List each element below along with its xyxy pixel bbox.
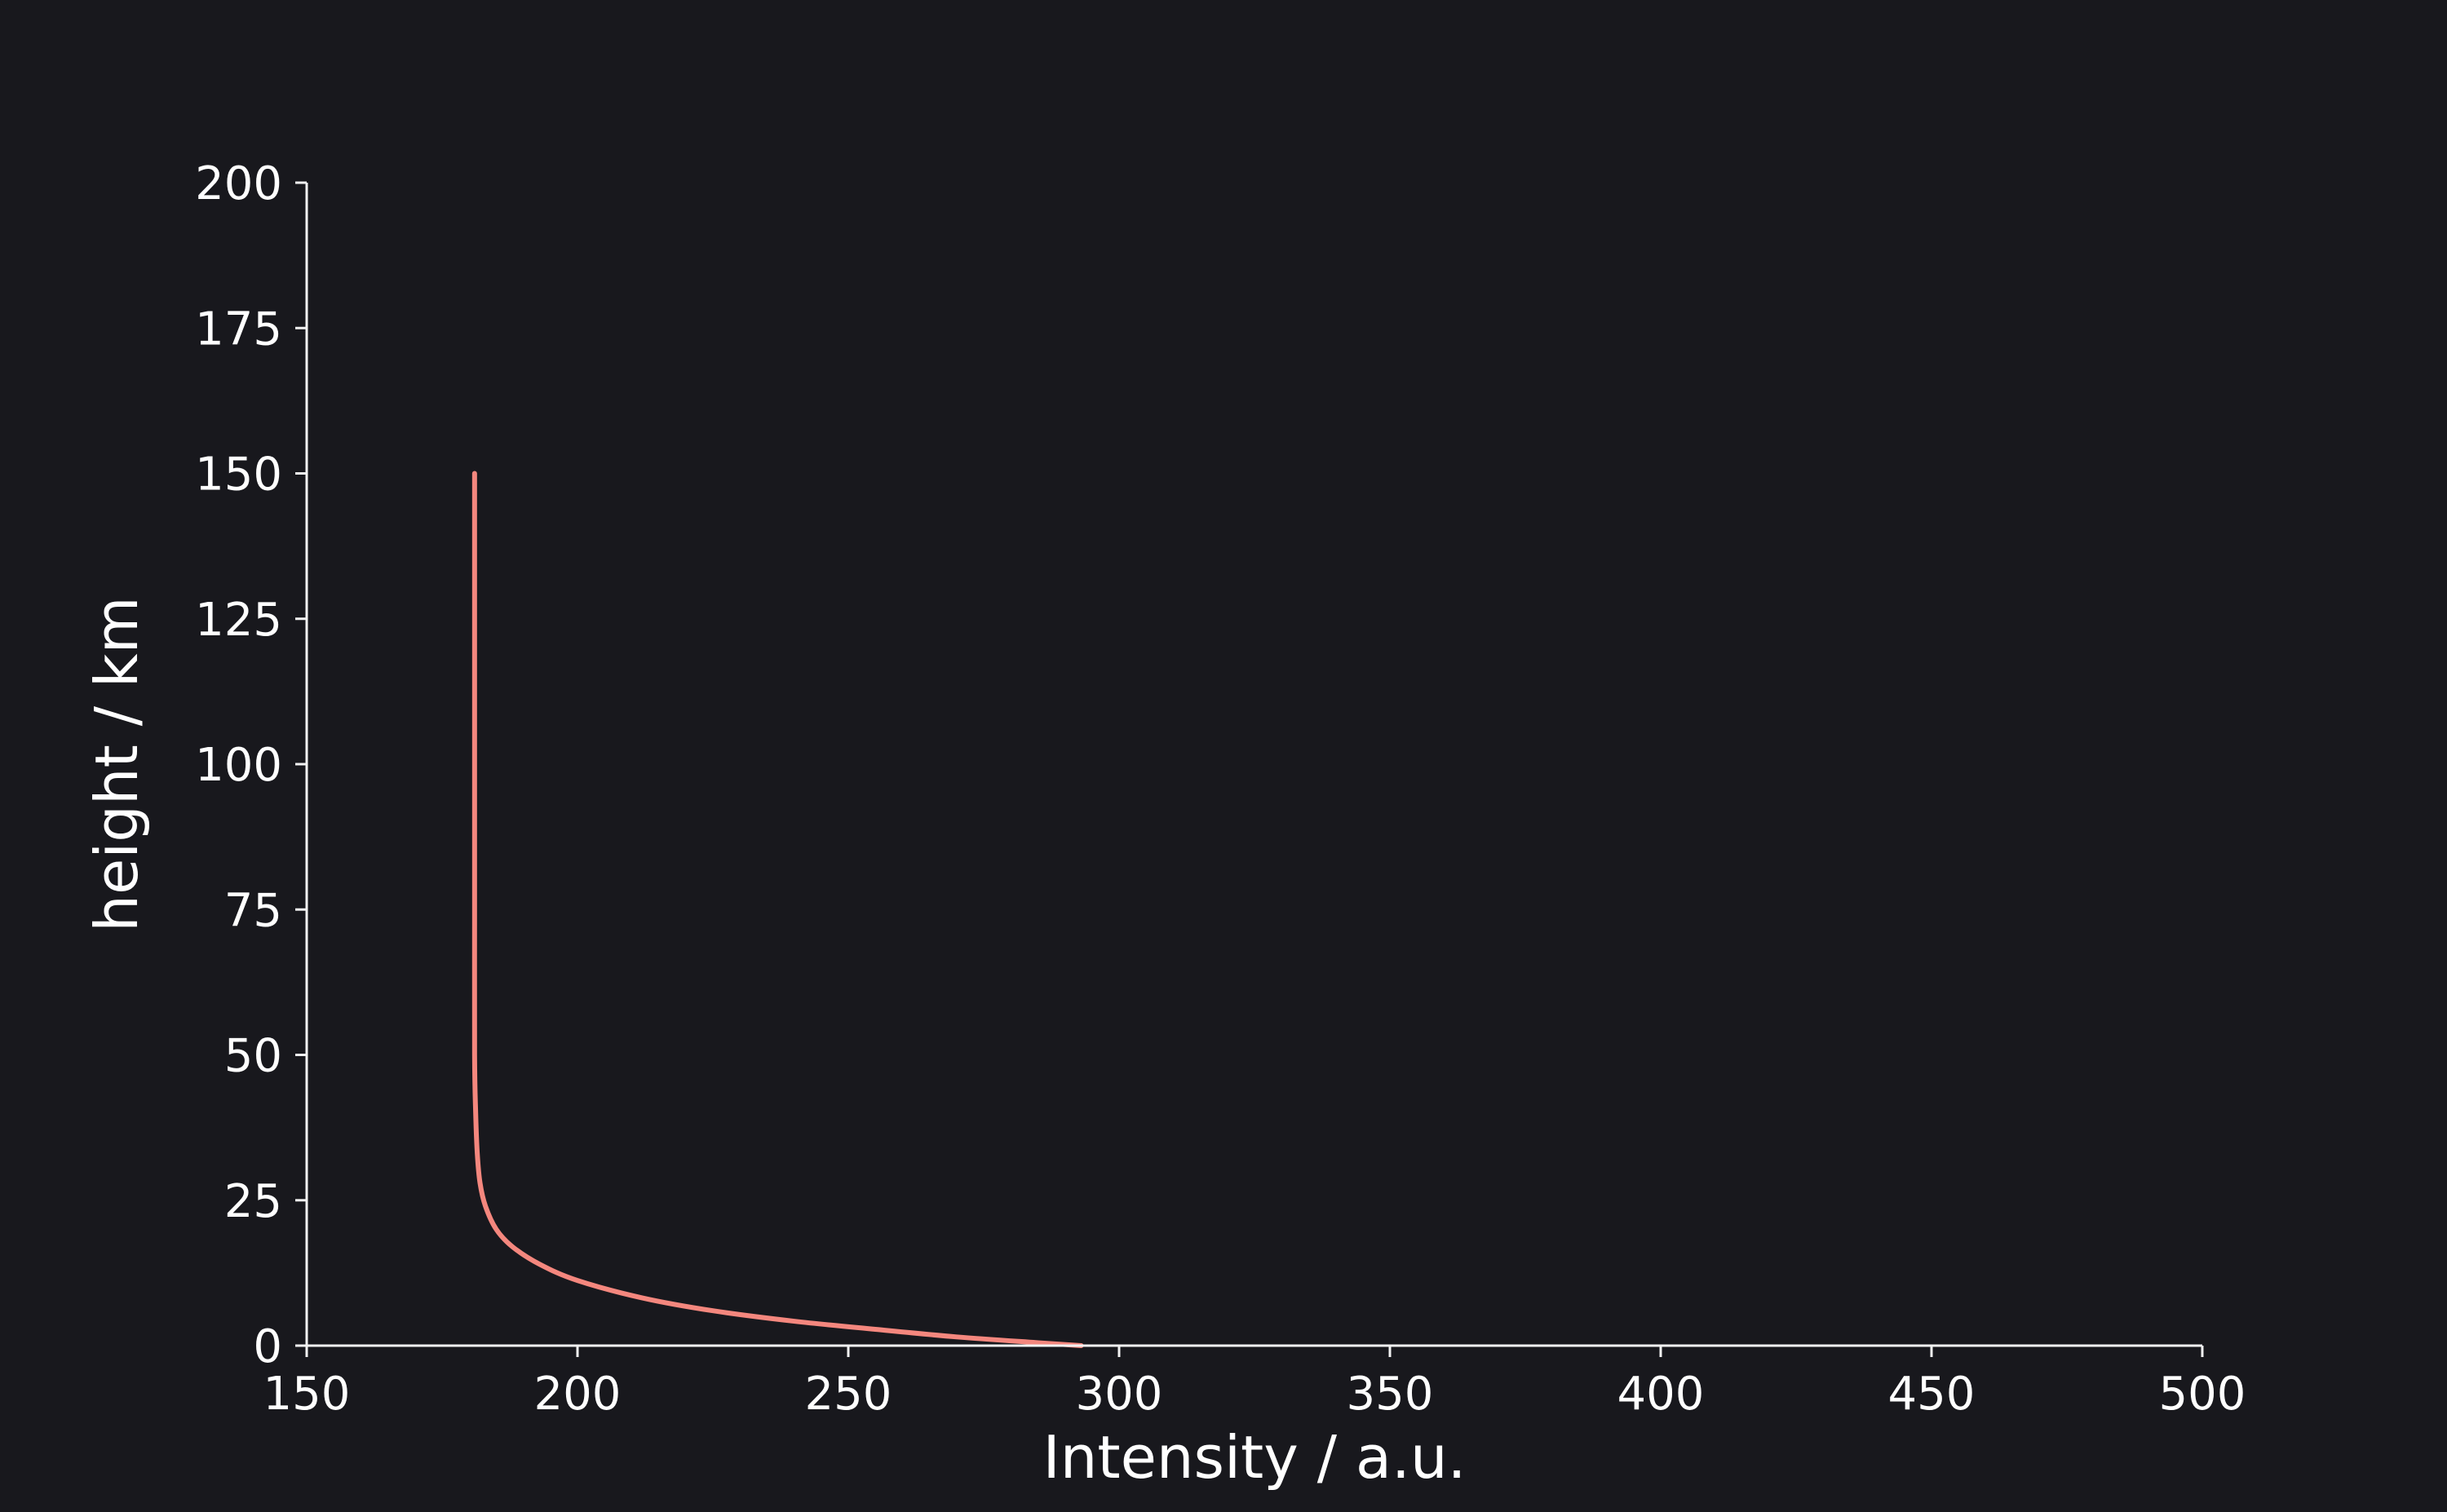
y-tick-label: 50 (224, 1030, 282, 1083)
x-tick-label: 500 (2159, 1368, 2246, 1421)
series-line (471, 471, 1084, 1348)
y-axis-title: height / km (82, 596, 151, 931)
y-tick-label: 25 (224, 1175, 282, 1228)
y-tick-label: 0 (253, 1320, 282, 1373)
x-tick-label: 450 (1888, 1368, 1976, 1421)
y-axis-ticks: 0 25 50 75 100 125 150 175 200 (195, 157, 307, 1373)
y-tick-label: 175 (195, 303, 282, 356)
x-tick-label: 150 (263, 1368, 351, 1421)
y-tick-label: 200 (195, 157, 282, 210)
y-tick-label: 75 (224, 884, 282, 937)
y-tick-label: 125 (195, 594, 282, 647)
x-tick-label: 350 (1347, 1368, 1434, 1421)
x-tick-label: 300 (1076, 1368, 1163, 1421)
x-tick-label: 400 (1617, 1368, 1705, 1421)
y-tick-label: 100 (195, 739, 282, 792)
plot-area (471, 471, 1084, 1348)
x-tick-label: 250 (805, 1368, 892, 1421)
x-axis-title: Intensity / a.u. (1043, 1423, 1467, 1492)
x-axis-ticks: 150 200 250 300 350 400 450 500 (263, 1346, 2246, 1421)
x-tick-label: 200 (534, 1368, 622, 1421)
y-tick-label: 150 (195, 449, 282, 502)
